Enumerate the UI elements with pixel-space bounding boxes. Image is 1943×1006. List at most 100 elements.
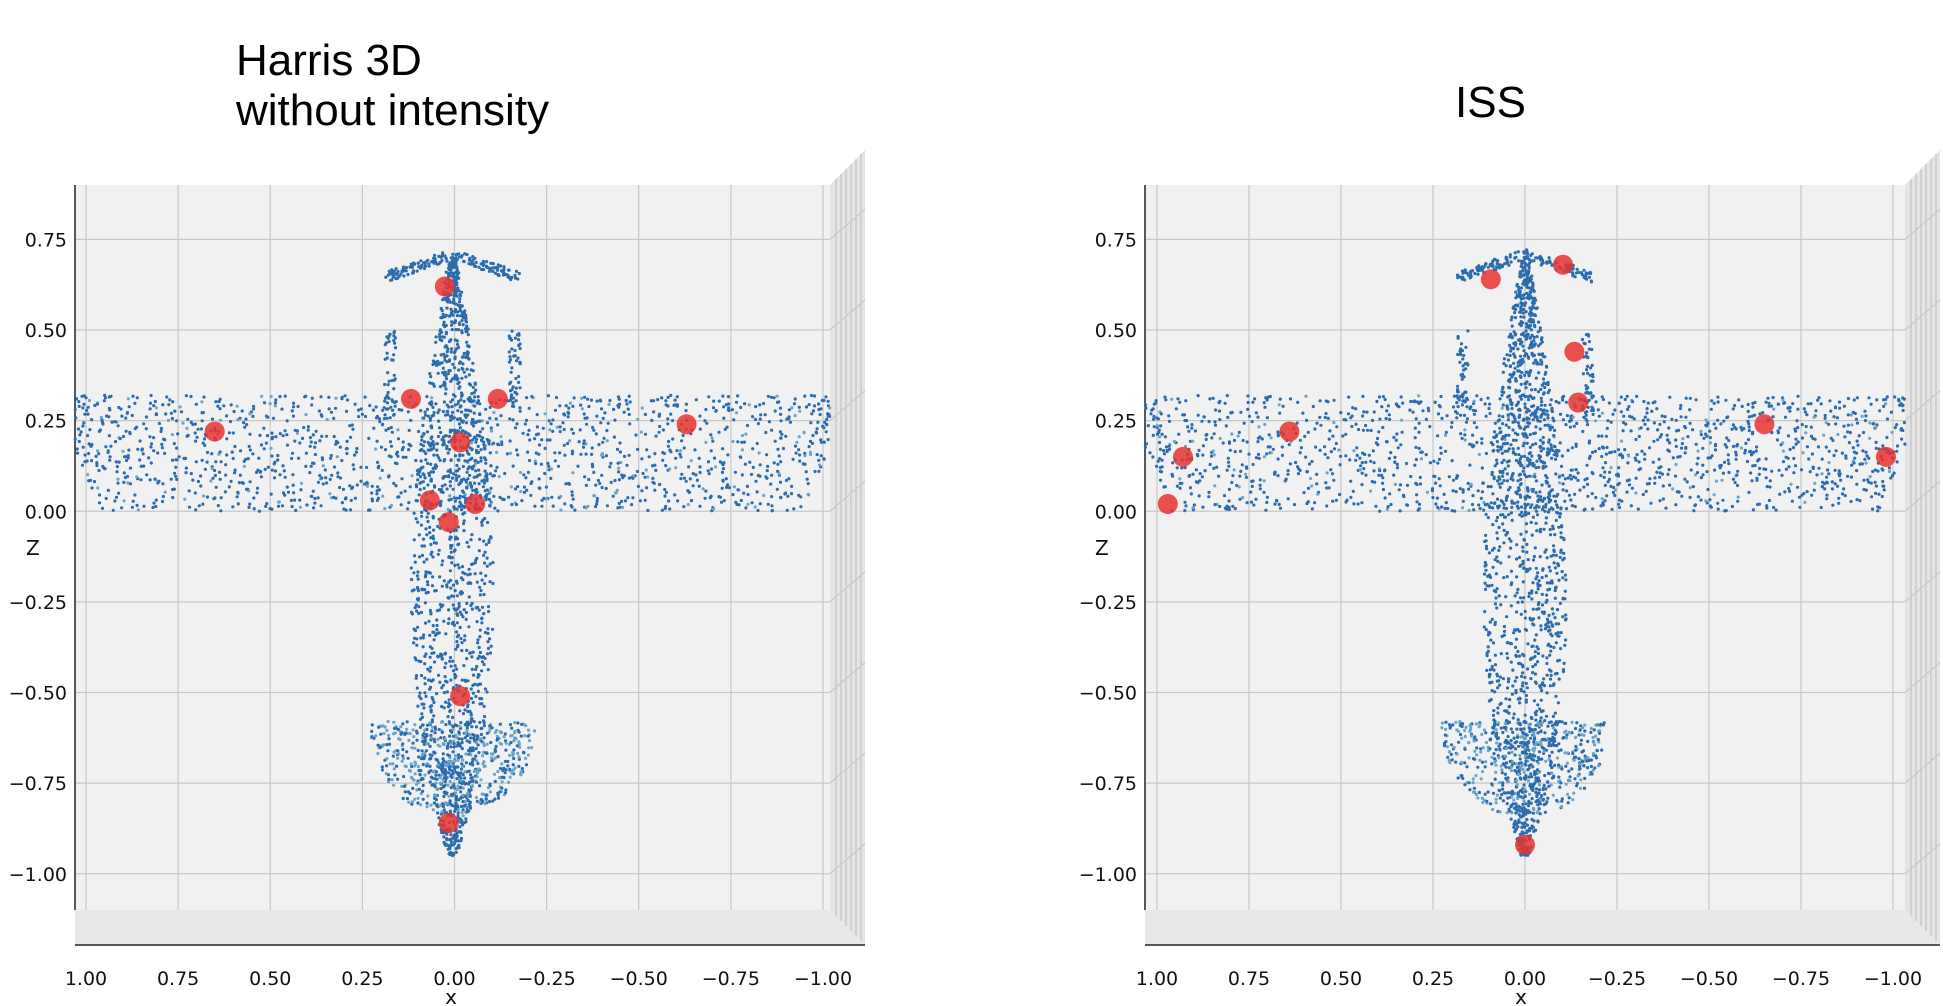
cloud-point [309, 494, 313, 498]
cloud-point [609, 480, 613, 484]
x-tick-label: 0.25 [1412, 968, 1454, 990]
cloud-point [537, 452, 541, 456]
cloud-point [1849, 475, 1854, 479]
cloud-point [1361, 394, 1365, 398]
cloud-point [370, 491, 374, 495]
cloud-point [1355, 446, 1359, 450]
cloud-point [1586, 494, 1590, 498]
cloud-point [1639, 426, 1643, 430]
cloud-point [89, 478, 93, 482]
cloud-point [1745, 459, 1750, 464]
cloud-point [1792, 456, 1796, 461]
cloud-point [591, 465, 595, 469]
cloud-point [126, 454, 130, 458]
cloud-point [522, 490, 527, 494]
cloud-point [330, 473, 334, 477]
cloud-point [1809, 402, 1813, 406]
cloud-point [559, 494, 563, 499]
cloud-point [1276, 434, 1280, 438]
cloud-point [420, 435, 424, 439]
cloud-point [351, 463, 355, 467]
cloud-point [1470, 502, 1475, 507]
cloud-point [148, 435, 152, 439]
cloud-point [474, 491, 478, 495]
cloud-point [1593, 419, 1598, 423]
cloud-point [661, 428, 666, 432]
cloud-point [400, 408, 404, 412]
cloud-point [248, 480, 252, 484]
cloud-point [1440, 505, 1444, 509]
cloud-point [1605, 445, 1609, 450]
cloud-point [1155, 416, 1159, 420]
cloud-point [809, 421, 813, 425]
cloud-point [643, 475, 647, 479]
cloud-point [691, 472, 695, 476]
cloud-point [784, 434, 788, 438]
cloud-point [1318, 399, 1322, 403]
cloud-point [1667, 449, 1671, 453]
cloud-point [514, 502, 519, 507]
cloud-point [304, 451, 308, 455]
cloud-point [1359, 464, 1363, 468]
cloud-point [1674, 503, 1678, 507]
cloud-point [521, 431, 525, 435]
cloud-point [1349, 495, 1353, 499]
cloud-point [1480, 441, 1484, 445]
cloud-point [1215, 465, 1219, 469]
cloud-point [1424, 417, 1428, 421]
cloud-point [1152, 414, 1156, 418]
cloud-point [1298, 438, 1302, 442]
cloud-point [97, 493, 102, 497]
x-tick-label: −0.75 [1772, 968, 1830, 990]
cloud-point [218, 407, 222, 411]
cloud-point [1202, 415, 1206, 419]
cloud-point [613, 478, 617, 483]
cloud-point [639, 430, 643, 434]
cloud-point [664, 464, 668, 468]
cloud-point [1240, 463, 1244, 467]
cloud-point [1746, 402, 1750, 407]
cloud-point [1692, 509, 1696, 513]
cloud-point [376, 460, 380, 464]
cloud-point [1819, 402, 1823, 406]
cloud-point [1902, 397, 1906, 401]
cloud-point [1874, 425, 1878, 429]
cloud-point [1561, 418, 1565, 422]
cloud-point [1503, 438, 1507, 442]
cloud-point [1218, 504, 1222, 509]
cloud-point [1332, 447, 1337, 451]
cloud-point [1428, 461, 1432, 465]
cloud-point [1539, 403, 1544, 407]
cloud-point [1668, 441, 1672, 445]
cloud-point [770, 473, 774, 477]
cloud-point [1578, 488, 1582, 492]
cloud-point [360, 412, 364, 416]
cloud-point [627, 476, 632, 480]
cloud-point [274, 398, 278, 402]
cloud-point [1393, 482, 1397, 486]
cloud-point [447, 498, 451, 502]
cloud-point [1574, 442, 1578, 446]
cloud-point [1250, 420, 1254, 424]
cloud-point [1557, 481, 1562, 485]
cloud-point [292, 491, 296, 495]
cloud-point [814, 430, 818, 434]
cloud-point [1827, 461, 1831, 465]
cloud-point [1207, 490, 1211, 494]
cloud-point [1617, 505, 1622, 510]
cloud-point [1265, 452, 1269, 456]
cloud-point [566, 441, 570, 446]
cloud-point [1554, 399, 1558, 404]
cloud-point [1395, 462, 1399, 466]
cloud-point [285, 485, 289, 489]
cloud-point [1249, 500, 1254, 504]
cloud-point [617, 466, 621, 470]
cloud-point [1461, 506, 1465, 510]
cloud-point [296, 404, 300, 409]
cloud-point [824, 395, 828, 399]
cloud-point [384, 428, 388, 432]
cloud-point [533, 504, 537, 508]
cloud-point [174, 458, 178, 462]
cloud-point [1853, 456, 1857, 460]
cloud-point [1400, 418, 1404, 422]
